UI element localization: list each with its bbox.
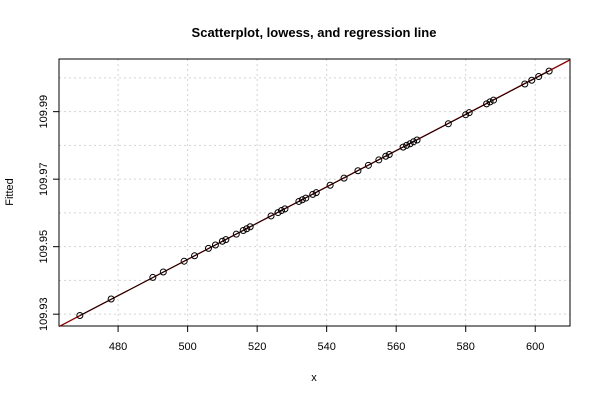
x-tick-label: 480 bbox=[109, 341, 127, 353]
data-point bbox=[340, 174, 348, 182]
data-point bbox=[76, 312, 84, 320]
data-point bbox=[385, 151, 393, 159]
x-tick-label: 540 bbox=[317, 341, 335, 353]
data-point bbox=[528, 76, 536, 84]
data-point bbox=[277, 207, 285, 215]
y-axis-label: Fitted bbox=[4, 178, 16, 206]
x-tick-label: 560 bbox=[387, 341, 405, 353]
data-point bbox=[382, 152, 390, 160]
data-point bbox=[312, 189, 320, 197]
y-tick-label: 109.93 bbox=[38, 297, 50, 331]
data-point bbox=[399, 143, 407, 151]
data-point bbox=[211, 241, 219, 249]
data-point bbox=[149, 273, 157, 281]
data-point bbox=[274, 209, 282, 217]
data-point bbox=[535, 73, 543, 81]
data-point bbox=[191, 252, 199, 260]
data-point bbox=[403, 141, 411, 149]
y-axis: 109.93 109.95 109.97 109.99 bbox=[38, 95, 59, 331]
data-point bbox=[354, 167, 362, 175]
data-point bbox=[444, 120, 452, 128]
plot-frame bbox=[58, 58, 571, 327]
y-tick-label: 109.99 bbox=[38, 95, 50, 129]
data-point bbox=[326, 181, 334, 189]
data-point bbox=[267, 212, 275, 220]
data-point bbox=[375, 156, 383, 164]
data-point bbox=[545, 67, 553, 75]
chart-title: Scatterplot, lowess, and regression line bbox=[192, 25, 437, 40]
x-tick-label: 520 bbox=[248, 341, 266, 353]
data-point bbox=[406, 140, 414, 148]
data-point bbox=[239, 226, 247, 234]
data-point bbox=[486, 98, 494, 106]
data-point bbox=[159, 268, 167, 276]
data-point bbox=[302, 194, 310, 202]
data-point bbox=[281, 205, 289, 213]
data-point bbox=[465, 109, 473, 117]
data-point bbox=[483, 100, 491, 108]
data-point bbox=[410, 138, 418, 146]
data-point bbox=[298, 196, 306, 204]
data-point bbox=[243, 225, 251, 233]
data-point bbox=[218, 237, 226, 245]
data-point bbox=[295, 197, 303, 205]
data-point bbox=[246, 223, 254, 231]
x-tick-label: 600 bbox=[526, 341, 544, 353]
data-point bbox=[222, 236, 230, 244]
data-point bbox=[180, 257, 188, 265]
data-point bbox=[364, 161, 372, 169]
data-point bbox=[490, 96, 498, 104]
y-tick-label: 109.97 bbox=[38, 162, 50, 196]
x-axis: 480 500 520 540 560 580 600 bbox=[109, 326, 544, 353]
data-point bbox=[521, 80, 529, 88]
x-axis-label: x bbox=[311, 372, 317, 384]
data-point bbox=[413, 136, 421, 144]
data-point bbox=[204, 244, 212, 252]
lowess-line bbox=[79, 70, 550, 316]
fit-lines bbox=[58, 59, 571, 328]
data-point bbox=[232, 230, 240, 238]
grid bbox=[59, 59, 570, 326]
data-points bbox=[76, 67, 553, 320]
data-point bbox=[462, 111, 470, 119]
y-tick-label: 109.95 bbox=[38, 230, 50, 264]
data-point bbox=[309, 190, 317, 198]
data-point bbox=[107, 295, 115, 303]
x-tick-label: 500 bbox=[178, 341, 196, 353]
x-tick-label: 580 bbox=[457, 341, 475, 353]
